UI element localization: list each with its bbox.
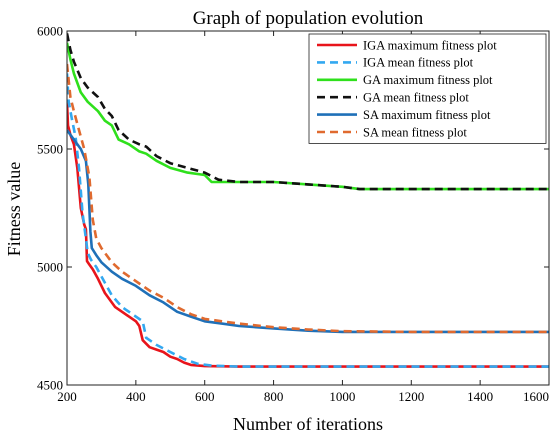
legend-label-4: GA mean fitness plot bbox=[363, 91, 469, 105]
x-axis-title: Number of iterations bbox=[233, 414, 383, 434]
y-tick-label: 5000 bbox=[37, 260, 63, 275]
legend-label-5: SA maximum fitness plot bbox=[363, 108, 491, 122]
legend-label-2: IGA mean fitness plot bbox=[363, 56, 474, 70]
x-tick-label: 600 bbox=[195, 389, 215, 404]
x-tick-label: 200 bbox=[57, 389, 77, 404]
legend-label-6: SA mean fitness plot bbox=[363, 125, 467, 139]
legend-label-3: GA maximum fitness plot bbox=[363, 73, 493, 87]
x-tick-label: 800 bbox=[264, 389, 284, 404]
legend-label-1: IGA maximum fitness plot bbox=[363, 38, 497, 52]
series-line-3 bbox=[67, 42, 549, 191]
x-tick-label: 1200 bbox=[398, 389, 424, 404]
x-tick-label: 400 bbox=[126, 389, 146, 404]
series-line-5 bbox=[67, 129, 549, 334]
series-group bbox=[67, 33, 549, 368]
x-tick-label: 1000 bbox=[329, 389, 355, 404]
y-tick-label: 4500 bbox=[37, 378, 63, 393]
series-line-1 bbox=[67, 101, 549, 368]
series-line-6 bbox=[67, 63, 549, 334]
y-tick-label: 5500 bbox=[37, 142, 63, 157]
y-axis-title: Fitness value bbox=[4, 162, 24, 257]
legend-box bbox=[308, 33, 547, 144]
chart-title: Graph of population evolution bbox=[193, 8, 424, 29]
x-tick-label: 1400 bbox=[467, 389, 493, 404]
plot-frame bbox=[66, 30, 550, 386]
x-tick-label: 1600 bbox=[523, 389, 549, 404]
y-tick-label: 6000 bbox=[37, 24, 63, 39]
series-line-2 bbox=[67, 73, 549, 368]
series-line-4 bbox=[67, 33, 549, 191]
